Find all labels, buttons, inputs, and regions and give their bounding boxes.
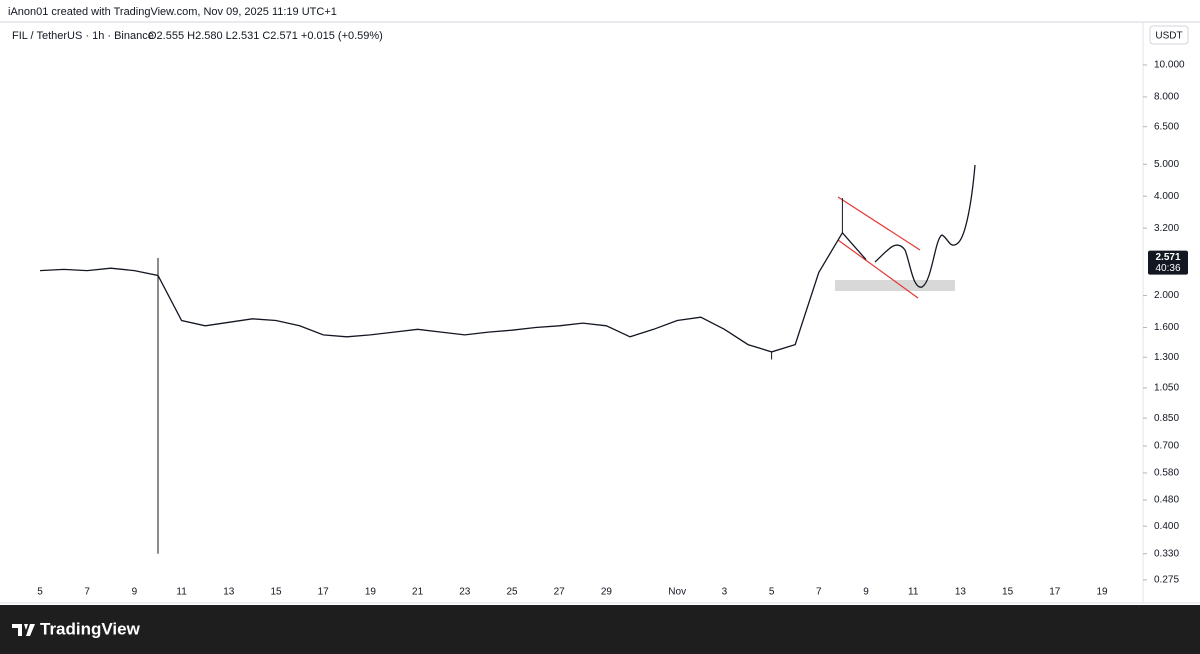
x-tick-label: 13	[955, 587, 967, 598]
x-tick-label: 7	[84, 587, 90, 598]
y-tick-label: 0.700	[1154, 441, 1179, 452]
x-tick-label: 3	[722, 587, 728, 598]
y-tick-label: 0.275	[1154, 575, 1179, 586]
price-line	[39, 231, 867, 353]
y-tick-label: 0.330	[1154, 548, 1179, 559]
projection-path	[874, 164, 976, 288]
y-tick-label: 2.000	[1154, 290, 1179, 301]
x-tick-label: 17	[1049, 587, 1061, 598]
y-tick-label: 0.480	[1154, 495, 1179, 506]
x-tick-label: 19	[1096, 587, 1108, 598]
currency[interactable]: USDT	[1155, 31, 1182, 42]
x-tick-label: 19	[365, 587, 377, 598]
ohlc: O2.555 H2.580 L2.531 C2.571 +0.015 (+0.5…	[148, 30, 383, 42]
currency-box[interactable]	[1149, 25, 1189, 45]
x-tick-label: Nov	[668, 587, 686, 598]
y-tick-label: 0.400	[1154, 521, 1179, 532]
x-tick-label: 25	[506, 587, 518, 598]
x-tick-label: 15	[1002, 587, 1014, 598]
y-tick-label: 3.200	[1154, 223, 1179, 234]
x-tick-label: 5	[37, 587, 43, 598]
x-tick-label: 23	[459, 587, 471, 598]
x-tick-label: 5	[769, 587, 775, 598]
channel-line	[837, 196, 921, 251]
x-tick-label: 7	[816, 587, 822, 598]
x-tick-label: 11	[908, 587, 919, 598]
channel-line	[837, 239, 919, 299]
y-tick-label: 0.850	[1154, 413, 1179, 424]
y-tick-label: 10.000	[1154, 60, 1185, 71]
x-tick-label: 29	[601, 587, 613, 598]
y-tick-label: 1.050	[1154, 383, 1179, 394]
y-tick-label: 8.000	[1154, 92, 1179, 103]
x-tick-label: 13	[223, 587, 235, 598]
credit: iAnon01 created with TradingView.com, No…	[8, 6, 337, 18]
last-price-box	[1148, 250, 1188, 275]
brand: TradingView	[40, 619, 141, 638]
y-tick-label: 1.300	[1154, 352, 1179, 363]
logo-icon	[12, 624, 35, 636]
x-tick-label: 21	[412, 587, 424, 598]
x-tick-label: 9	[863, 587, 869, 598]
y-tick-label: 5.000	[1154, 159, 1179, 170]
symbol: FIL / TetherUS · 1h · Binance	[12, 30, 154, 42]
x-tick-label: 11	[176, 587, 187, 598]
y-tick-label: 6.500	[1154, 121, 1179, 132]
x-tick-label: 9	[132, 587, 138, 598]
footer	[0, 605, 1200, 654]
y-tick-label: 0.580	[1154, 468, 1179, 479]
y-tick-label: 4.000	[1154, 191, 1179, 202]
x-tick-label: 17	[318, 587, 330, 598]
countdown: 40:36	[1155, 263, 1180, 274]
y-tick-label: 1.600	[1154, 322, 1179, 333]
support-zone	[835, 280, 955, 291]
last-price: 2.571	[1155, 252, 1180, 263]
x-tick-label: 27	[554, 587, 566, 598]
x-tick-label: 15	[270, 587, 282, 598]
